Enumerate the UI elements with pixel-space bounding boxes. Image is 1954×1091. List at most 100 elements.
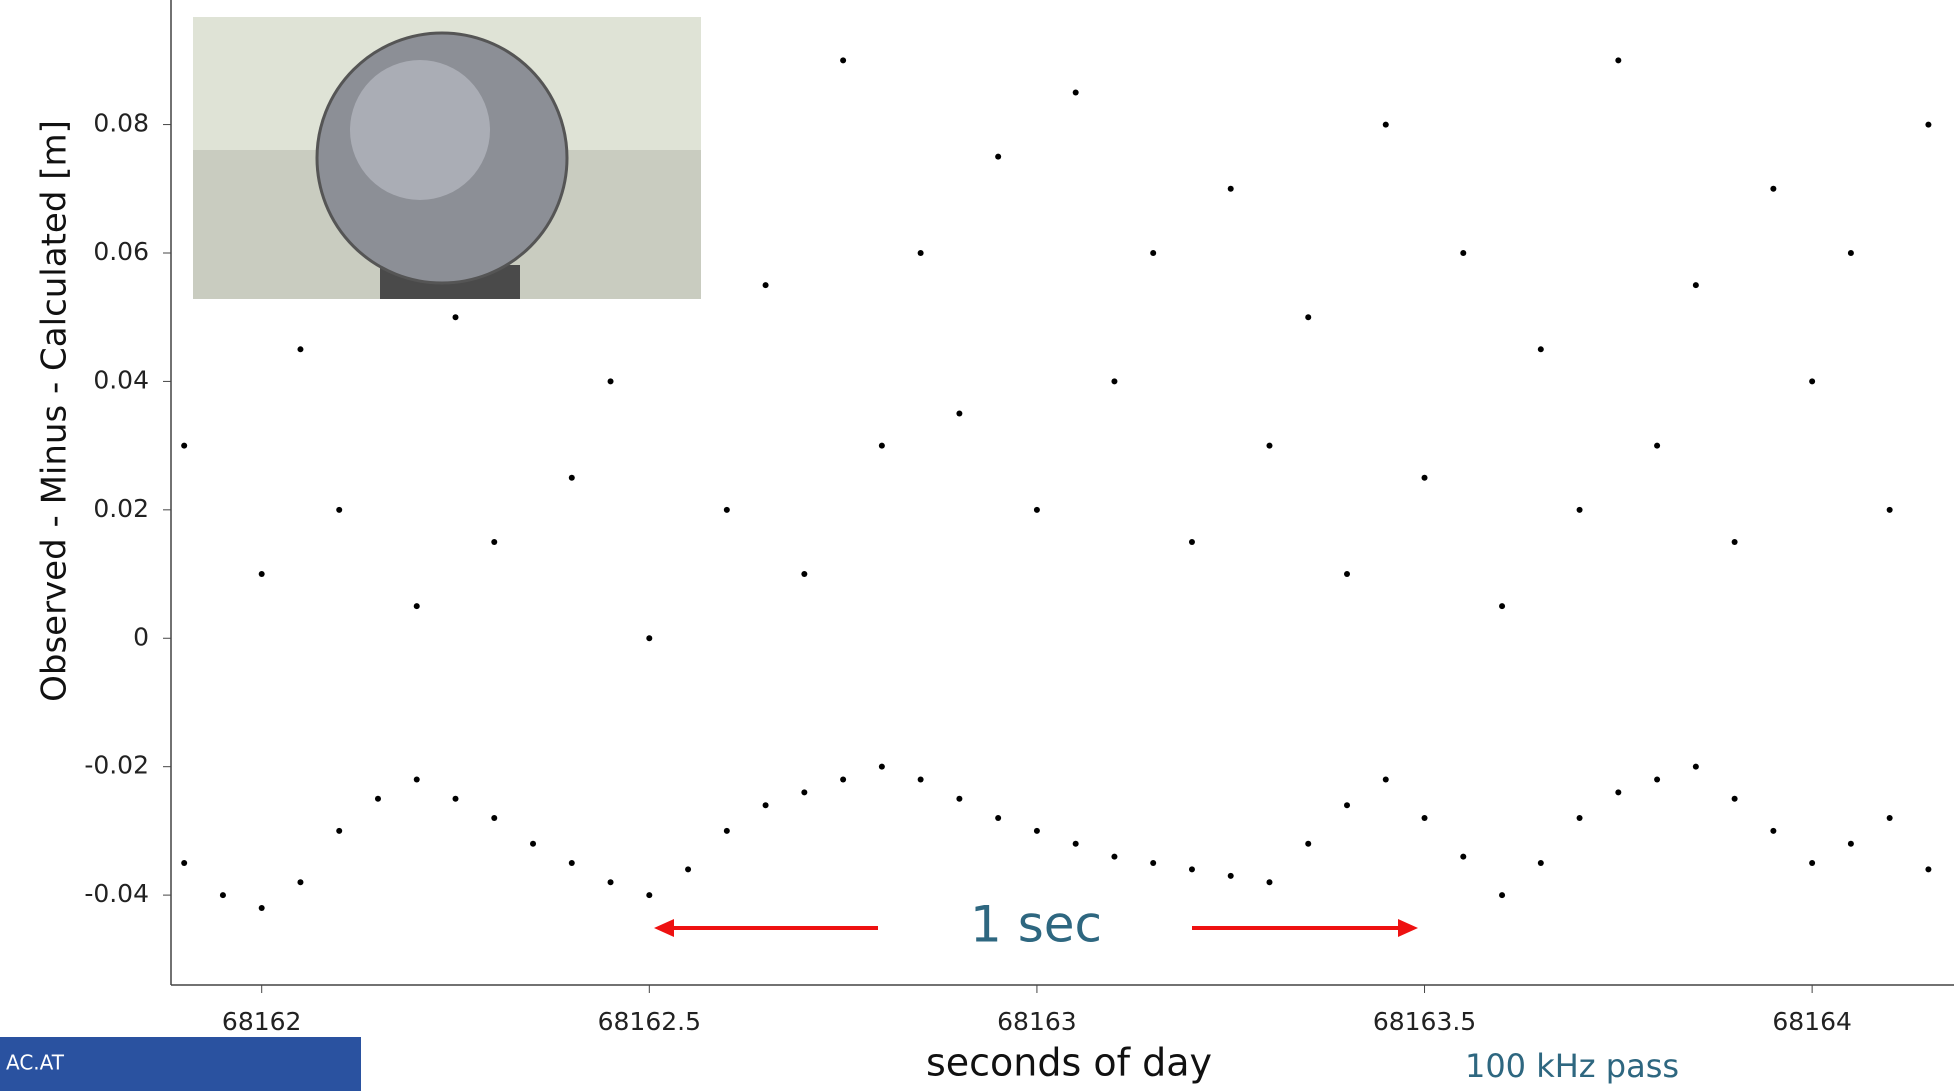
point (1033, 827, 1040, 834)
point (1886, 506, 1893, 513)
point (1033, 506, 1040, 513)
photo-highlight (350, 60, 490, 200)
point (181, 859, 188, 866)
point (1305, 840, 1312, 847)
point (1188, 538, 1195, 545)
x-tick-label: 68164 (1772, 1007, 1852, 1036)
point (1847, 840, 1854, 847)
y-tick-label: -0.02 (84, 751, 149, 780)
point (762, 282, 769, 289)
point (840, 776, 847, 783)
point (491, 538, 498, 545)
point (1072, 89, 1079, 96)
banner (0, 1037, 361, 1091)
point (1460, 249, 1467, 256)
point (723, 506, 730, 513)
point (1382, 776, 1389, 783)
point (801, 571, 808, 578)
point (1809, 378, 1816, 385)
point (607, 879, 614, 886)
point (568, 859, 575, 866)
point (1421, 474, 1428, 481)
point (1576, 506, 1583, 513)
point (878, 763, 885, 770)
point (1925, 866, 1932, 873)
point (297, 346, 304, 353)
point (1111, 853, 1118, 860)
point (1499, 892, 1506, 899)
point (1537, 346, 1544, 353)
point (917, 249, 924, 256)
arrow-head (1398, 919, 1418, 937)
point (1770, 827, 1777, 834)
point (374, 795, 381, 802)
point (956, 410, 963, 417)
point (607, 378, 614, 385)
point (1886, 815, 1893, 822)
point (840, 57, 847, 64)
y-axis-label: Observed - Minus - Calculated [m] (35, 120, 75, 702)
point (1770, 185, 1777, 192)
point (878, 442, 885, 449)
point (1576, 815, 1583, 822)
point (1227, 185, 1234, 192)
y-tick-label: 0.02 (93, 494, 149, 523)
y-tick-label: 0.06 (93, 237, 149, 266)
point (1809, 859, 1816, 866)
point (956, 795, 963, 802)
y-tick-label: 0 (133, 622, 149, 651)
point (1925, 121, 1932, 128)
point (219, 892, 226, 899)
y-tick-label: 0.08 (93, 109, 149, 138)
x-tick-label: 68163.5 (1373, 1007, 1476, 1036)
point (1692, 282, 1699, 289)
y-tick-label: -0.04 (84, 879, 149, 908)
point (723, 827, 730, 834)
point (413, 776, 420, 783)
point (1460, 853, 1467, 860)
point (1150, 249, 1157, 256)
point (995, 815, 1002, 822)
point (1266, 442, 1273, 449)
point (258, 571, 265, 578)
point (685, 866, 692, 873)
point (452, 795, 459, 802)
point (1344, 802, 1351, 809)
point (530, 840, 537, 847)
point (646, 892, 653, 899)
point (413, 603, 420, 610)
point (1150, 859, 1157, 866)
point (1227, 872, 1234, 879)
point (801, 789, 808, 796)
y-tick-label: 0.04 (93, 365, 149, 394)
point (336, 506, 343, 513)
point (1692, 763, 1699, 770)
x-tick-label: 68162.5 (598, 1007, 701, 1036)
point (646, 635, 653, 642)
point (1847, 249, 1854, 256)
point (1615, 57, 1622, 64)
annotation: 1 sec (970, 896, 1102, 954)
point (1111, 378, 1118, 385)
point (1615, 789, 1622, 796)
inset-photo (193, 17, 701, 299)
point (258, 904, 265, 911)
point (1654, 442, 1661, 449)
point (181, 442, 188, 449)
point (1382, 121, 1389, 128)
footer-note: 100 kHz pass (1465, 1047, 1679, 1085)
point (1188, 866, 1195, 873)
point (1072, 840, 1079, 847)
point (1499, 603, 1506, 610)
point (452, 314, 459, 321)
point (1537, 859, 1544, 866)
arrow-head (654, 919, 674, 937)
point (762, 802, 769, 809)
point (917, 776, 924, 783)
point (1305, 314, 1312, 321)
point (568, 474, 575, 481)
point (1421, 815, 1428, 822)
point (1654, 776, 1661, 783)
